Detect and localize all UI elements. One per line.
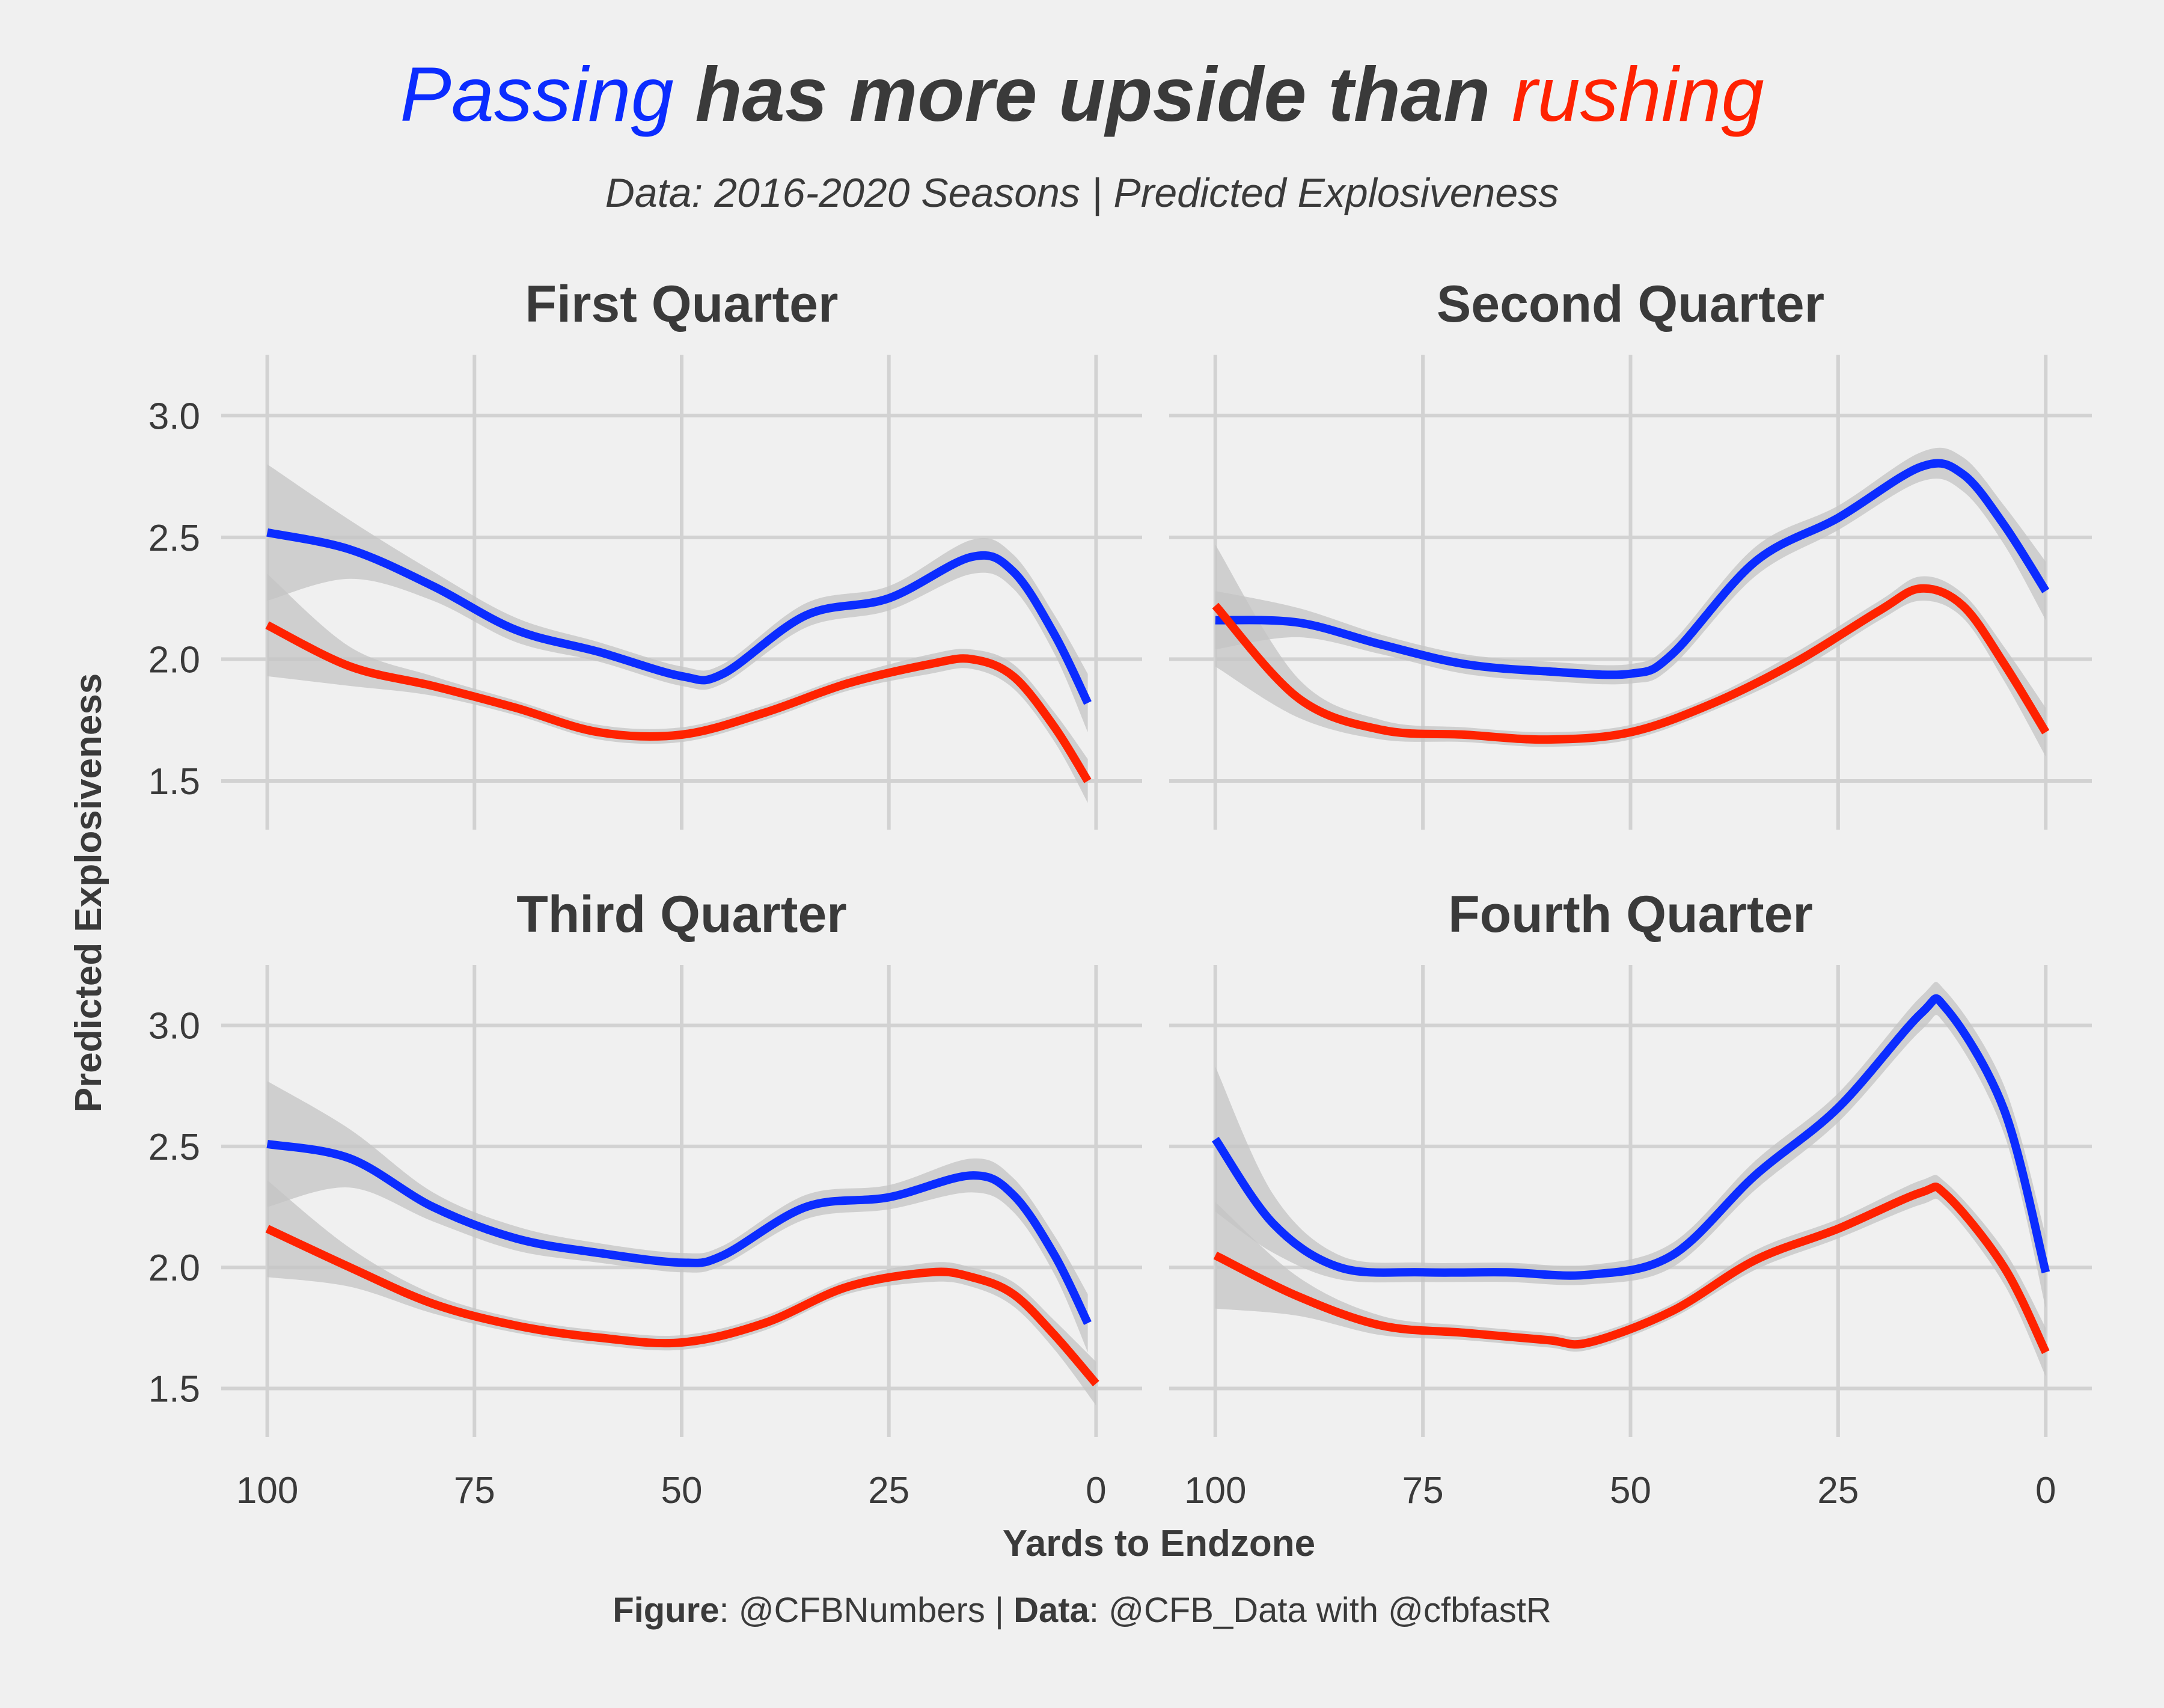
- panel-title: Third Quarter: [516, 886, 847, 943]
- rushing-line: [1212, 584, 2050, 744]
- panel-title: Second Quarter: [1437, 275, 1824, 333]
- x-tick-label: 100: [1184, 1470, 1246, 1511]
- x-tick-label: 75: [454, 1470, 495, 1511]
- x-tick-label: 0: [1086, 1470, 1106, 1511]
- x-tick-label: 50: [661, 1470, 703, 1511]
- chart-caption: Figure: @CFBNumbers | Data: @CFB_Data wi…: [0, 1590, 2164, 1630]
- title-rushing-word: rushing: [1511, 52, 1764, 138]
- confidence-band: [267, 464, 1088, 732]
- x-tick-label: 50: [1610, 1470, 1651, 1511]
- x-tick-label: 75: [1402, 1470, 1444, 1511]
- confidence-band: [1215, 982, 2046, 1309]
- x-tick-label: 25: [868, 1470, 909, 1511]
- x-tick-label: 0: [2035, 1470, 2056, 1511]
- y-tick-label: 2.5: [148, 518, 200, 559]
- panel-3: Third Quarter 1.5 2.0 2.5 3.0 100 75 50 25 0: [148, 886, 1142, 1511]
- x-axis-label: Yards to Endzone: [1003, 1523, 1315, 1564]
- panel-2: Second Quarter: [1169, 275, 2092, 830]
- confidence-band: [267, 1081, 1088, 1353]
- confidence-band: [267, 574, 1088, 803]
- title-middle-text: has more upside than: [673, 52, 1512, 138]
- caption-figure-label: Figure: [613, 1591, 720, 1630]
- y-tick-label: 1.5: [148, 1368, 200, 1410]
- passing-line: [266, 528, 1092, 705]
- confidence-band: [1215, 447, 2046, 685]
- panel-4: Fourth Quarter 100 75 50 25 0: [1169, 886, 2092, 1511]
- panel-title: First Quarter: [525, 275, 839, 333]
- passing-line: [266, 1139, 1092, 1325]
- y-axis-label: Predicted Explosiveness: [68, 673, 109, 1113]
- y-tick-label: 3.0: [148, 1006, 200, 1047]
- y-tick-label: 2.5: [148, 1127, 200, 1168]
- caption-data-value: : @CFB_Data with @cfbfastR: [1089, 1591, 1551, 1630]
- chart-title: Passing has more upside than rushing: [0, 52, 2164, 138]
- caption-figure-value: : @CFBNumbers |: [719, 1591, 1014, 1630]
- title-passing-word: Passing: [400, 52, 674, 138]
- y-tick-label: 2.0: [148, 1247, 200, 1289]
- caption-data-label: Data: [1013, 1591, 1089, 1630]
- chart-panels: First Quarter 1.5 2.0 2.5 3.0 Second Quarter T…: [148, 275, 2092, 1511]
- y-tick-label: 2.0: [148, 639, 200, 681]
- passing-line: [1212, 994, 2050, 1280]
- chart-subtitle: Data: 2016-2020 Seasons | Predicted Expl…: [605, 170, 1559, 216]
- y-tick-label: 3.0: [148, 396, 200, 437]
- x-tick-label: 100: [236, 1470, 298, 1511]
- y-tick-label: 1.5: [148, 761, 200, 803]
- rushing-line: [1213, 1183, 2050, 1354]
- passing-line: [1215, 459, 2050, 679]
- rushing-line: [265, 1225, 1099, 1386]
- x-tick-label: 25: [1817, 1470, 1859, 1511]
- panel-title: Fourth Quarter: [1448, 886, 1813, 943]
- panel-1: First Quarter 1.5 2.0 2.5 3.0: [148, 275, 1142, 830]
- rushing-line: [265, 621, 1092, 783]
